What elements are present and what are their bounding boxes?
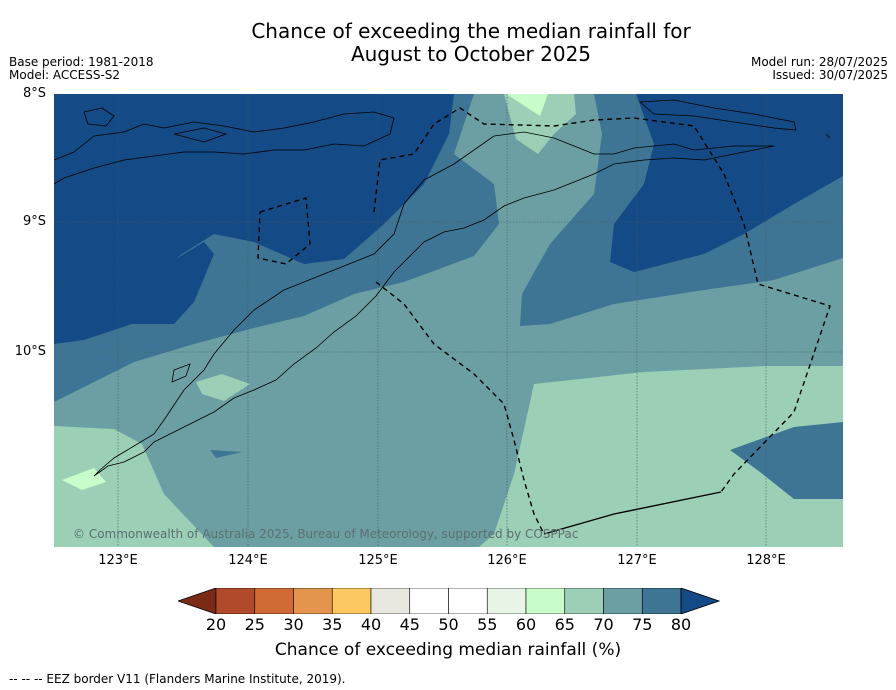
lat-label-8s: 8°S [22, 86, 46, 101]
band-above-80-east [610, 94, 843, 272]
colorbar-segment [564, 588, 604, 614]
colorbar-extend-high [680, 588, 720, 614]
title-line-2: August to October 2025 [350, 42, 592, 66]
colorbar-extend-low [178, 588, 217, 614]
map-title: Chance of exceeding the median rainfall … [0, 20, 896, 66]
colorbar-tick-label: 75 [632, 615, 653, 634]
lon-label-125e: 125°E [358, 553, 398, 568]
colorbar [178, 588, 720, 614]
copyright-text: © Commonwealth of Australia 2025, Bureau… [73, 527, 579, 541]
colorbar-tick-label: 30 [283, 615, 304, 634]
coastline-island-small-2 [173, 127, 228, 143]
coastline-island-small-1 [83, 107, 115, 127]
lon-label-128e: 128°E [746, 553, 786, 568]
colorbar-tick-label: 50 [438, 615, 459, 634]
coastline-island-east [825, 133, 831, 139]
lon-label-123e: 123°E [98, 553, 138, 568]
lat-label-10s: 10°S [14, 344, 46, 359]
coastlines [54, 99, 831, 477]
coastline-flores [54, 111, 395, 185]
band-60-65-patch-north [506, 94, 548, 116]
lon-label-124e: 124°E [228, 553, 268, 568]
colorbar-segment [409, 588, 449, 614]
colorbar-segment [448, 588, 488, 614]
colorbar-segment [215, 588, 256, 614]
colorbar-tick-label: 65 [554, 615, 575, 634]
band-65-70-patch-west [196, 374, 250, 401]
model-run: Model run: 28/07/2025 [750, 55, 888, 69]
coastline-wetar [638, 99, 797, 131]
lon-label-126e: 126°E [487, 553, 527, 568]
colorbar-segment [603, 588, 643, 614]
colorbar-tick-label: 55 [477, 615, 498, 634]
meta-left: Base period: 1981-2018 Model: ACCESS-S2 [9, 56, 154, 82]
title-line-1: Chance of exceeding the median rainfall … [251, 19, 691, 43]
rainfall-map [54, 94, 843, 547]
colorbar-segment [641, 588, 682, 614]
band-above-80-west [54, 94, 454, 316]
colorbar-segment [331, 588, 372, 614]
colorbar-tick-label: 45 [399, 615, 420, 634]
colorbar-tick-label: 25 [244, 615, 265, 634]
model-name: Model: ACCESS-S2 [9, 68, 121, 82]
colorbar-segments [178, 588, 720, 614]
colorbar-tick-label: 70 [593, 615, 614, 634]
meta-right: Model run: 28/07/2025 Issued: 30/07/2025 [751, 56, 888, 82]
eez-border [257, 107, 831, 535]
coastline-rote [171, 363, 191, 383]
colorbar-tick-label: 20 [205, 615, 227, 634]
colorbar-title: Chance of exceeding median rainfall (%) [274, 640, 622, 660]
colorbar-segment [525, 588, 566, 614]
colorbar-tick-label: 40 [360, 615, 382, 634]
lon-label-127e: 127°E [617, 553, 657, 568]
band-65-70-patch-north [479, 94, 576, 154]
band-65-70-patch-south [479, 366, 786, 547]
colorbar-tick-label: 60 [515, 615, 537, 634]
band-75-80-southeast [730, 422, 843, 499]
colorbar-segment [293, 588, 333, 614]
coastline-timor [93, 131, 775, 477]
colorbar-segment [486, 588, 527, 614]
issued-date: Issued: 30/07/2025 [772, 68, 888, 82]
colorbar-tick-label: 80 [670, 615, 692, 634]
colorbar-segment [370, 588, 411, 614]
colorbar-segment [254, 588, 294, 614]
grid-lines [54, 94, 843, 547]
band-60-65-patch-southwest [62, 468, 106, 490]
band-75-80-patch [210, 450, 242, 458]
base-period: Base period: 1981-2018 [9, 55, 154, 69]
lat-label-9s: 9°S [22, 214, 46, 229]
eez-source-note: -- -- -- EEZ border V11 (Flanders Marine… [9, 672, 346, 686]
band-above-80-sw-bulge [54, 242, 214, 344]
colorbar-tick-label: 35 [322, 615, 343, 634]
